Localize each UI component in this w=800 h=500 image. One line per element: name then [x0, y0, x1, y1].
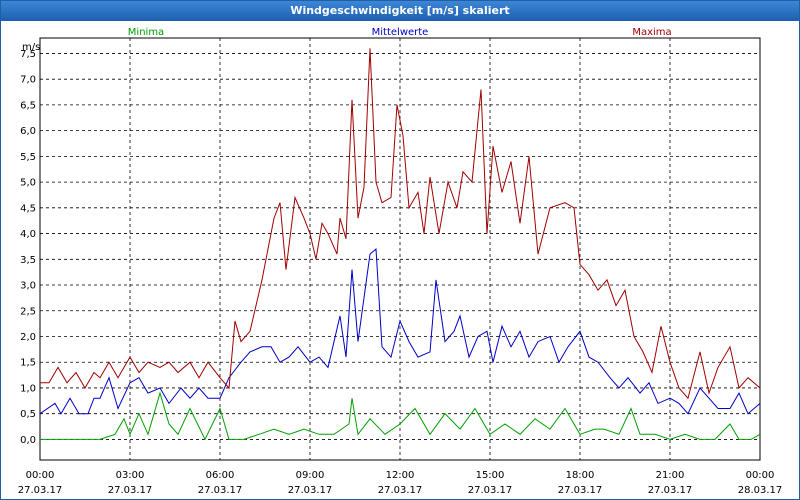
- y-tick-label: 7,5: [20, 49, 36, 60]
- x-tick-date: 28.03.17: [738, 485, 783, 496]
- legend-maxima: Maxima: [632, 27, 671, 38]
- y-tick-label: 2,5: [20, 306, 36, 317]
- x-tick-date: 27.03.17: [468, 485, 513, 496]
- y-tick-label: 3,5: [20, 255, 36, 266]
- grid: [40, 38, 760, 460]
- x-tick-date: 27.03.17: [108, 485, 153, 496]
- series-line-maxima: [40, 48, 761, 400]
- y-tick-label: 4,5: [20, 203, 36, 214]
- y-tick-label: 1,0: [20, 383, 36, 394]
- x-tick-time: 03:00: [116, 470, 145, 481]
- x-tick-date: 27.03.17: [18, 485, 63, 496]
- window-title: Windgeschwindigkeit [m/s] skaliert: [1, 1, 799, 21]
- y-tick-label: 0,5: [20, 409, 36, 420]
- x-tick-time: 00:00: [746, 470, 775, 481]
- x-tick-time: 12:00: [386, 470, 415, 481]
- y-tick-label: 5,0: [20, 178, 36, 189]
- y-tick-label: 7,0: [20, 75, 36, 86]
- y-tick-label: 4,0: [20, 229, 36, 240]
- y-tick-label: 1,5: [20, 358, 36, 369]
- series-line-mittelwerte: [39, 247, 761, 415]
- x-axis-ticks: 00:00 27.03.17 03:00 27.03.17 06:00 27.03.17 0…: [18, 470, 783, 496]
- y-tick-label: 2,0: [20, 332, 36, 343]
- x-tick-time: 21:00: [656, 470, 685, 481]
- x-tick-time: 06:00: [206, 470, 235, 481]
- legend-mittelwerte: Mittelwerte: [372, 27, 429, 38]
- x-tick-date: 27.03.17: [558, 485, 603, 496]
- series-line-minima: [40, 391, 761, 441]
- x-tick-date: 27.03.17: [648, 485, 693, 496]
- series-lines: [39, 48, 761, 441]
- x-tick-date: 27.03.17: [198, 485, 243, 496]
- x-tick-date: 27.03.17: [378, 485, 423, 496]
- legend: Minima Mittelwerte Maxima: [128, 27, 672, 38]
- x-tick-time: 15:00: [476, 470, 505, 481]
- x-tick-time: 09:00: [296, 470, 325, 481]
- y-tick-label: 6,0: [20, 126, 36, 137]
- y-axis-label: m/s: [22, 42, 40, 53]
- y-tick-label: 6,5: [20, 100, 36, 111]
- y-tick-label: 5,5: [20, 152, 36, 163]
- y-tick-label: 0,0: [20, 435, 36, 446]
- legend-minima: Minima: [128, 27, 164, 38]
- x-tick-time: 18:00: [566, 470, 595, 481]
- x-tick-time: 00:00: [26, 470, 55, 481]
- y-axis-ticks: 0,0 0,5 1,0 1,5 2,0 2,5 3,0 3,5 4,0 4,5 5,0 5,5 6,0 6…: [20, 49, 36, 446]
- y-tick-label: 3,0: [20, 281, 36, 292]
- x-tick-date: 27.03.17: [288, 485, 333, 496]
